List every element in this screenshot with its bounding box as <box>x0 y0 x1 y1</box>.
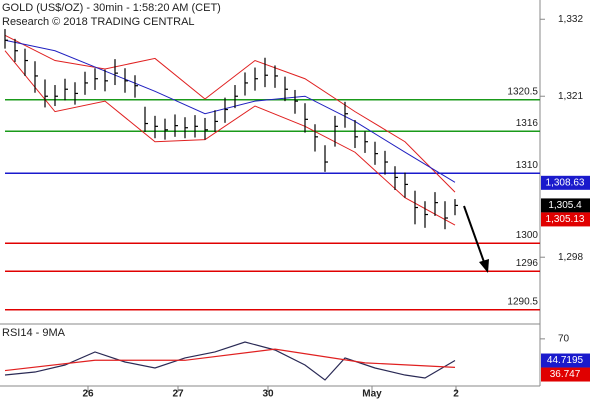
level-label: 1316 <box>516 118 539 129</box>
indicator-line <box>4 39 456 183</box>
price-marker-label: 1,308.63 <box>546 177 585 188</box>
price-marker-label: 36.747 <box>550 369 581 380</box>
indicator-line <box>4 34 456 193</box>
forecast-arrow <box>463 205 485 263</box>
indicator-line <box>4 50 456 226</box>
rsi-line <box>4 348 456 372</box>
x-tick-label: 2 <box>453 389 459 400</box>
price-marker <box>541 212 590 227</box>
price-marker-label: 44.7195 <box>547 355 584 366</box>
rsi-line <box>4 341 456 381</box>
price-marker <box>541 353 590 368</box>
level-label: 1296 <box>516 258 539 269</box>
forecast-arrowhead <box>479 259 489 273</box>
y-tick-label: 70 <box>558 333 570 344</box>
y-tick-label: 1,332 <box>558 14 583 25</box>
chart-title: GOLD (US$/OZ) - 30min - 1:58:20 AM (CET) <box>2 2 221 14</box>
price-marker <box>541 198 590 213</box>
price-marker-label: 1,305.13 <box>546 214 585 225</box>
x-tick-label: May <box>362 389 382 400</box>
level-label: 1310 <box>516 160 539 171</box>
price-marker-label: 1,305.4 <box>548 200 582 211</box>
level-label: 1320.5 <box>507 86 538 97</box>
plot: 1,332 1,321 1,298 1320.5 1316 1310 1300 1296 129… <box>4 14 590 400</box>
level-label: 1300 <box>516 230 539 241</box>
level-label: 1290.5 <box>507 296 538 307</box>
x-tick-label: 26 <box>82 389 94 400</box>
y-tick-label: 1,321 <box>558 91 583 102</box>
x-tick-label: 27 <box>172 389 184 400</box>
y-tick-label: 1,298 <box>558 252 583 263</box>
rsi-title: RSI14 - 9MA <box>2 327 66 339</box>
price-marker <box>541 367 590 382</box>
chart-subtitle: Research © 2018 TRADING CENTRAL <box>2 16 195 28</box>
x-tick-label: 30 <box>262 389 274 400</box>
price-marker <box>541 175 590 190</box>
